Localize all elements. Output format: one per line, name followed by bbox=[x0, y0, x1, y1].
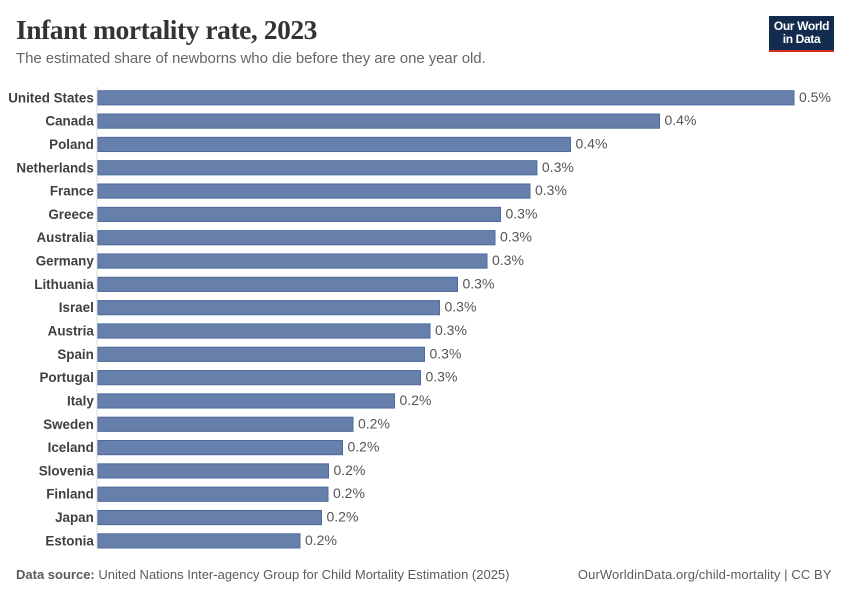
svg-text:Lithuania: Lithuania bbox=[34, 277, 94, 292]
svg-text:Greece: Greece bbox=[48, 207, 93, 222]
svg-text:0.2%: 0.2% bbox=[305, 532, 337, 548]
svg-text:0.2%: 0.2% bbox=[333, 485, 365, 501]
svg-text:Australia: Australia bbox=[36, 230, 94, 245]
svg-text:France: France bbox=[50, 184, 94, 199]
svg-text:0.4%: 0.4% bbox=[576, 135, 608, 151]
svg-text:0.2%: 0.2% bbox=[348, 439, 380, 455]
svg-text:Germany: Germany bbox=[36, 254, 95, 269]
svg-text:Netherlands: Netherlands bbox=[16, 160, 93, 175]
svg-text:0.2%: 0.2% bbox=[400, 392, 432, 408]
svg-text:Iceland: Iceland bbox=[48, 440, 94, 455]
svg-text:Israel: Israel bbox=[59, 300, 94, 315]
svg-text:0.3%: 0.3% bbox=[463, 275, 495, 291]
svg-text:Japan: Japan bbox=[55, 510, 94, 525]
svg-text:Portugal: Portugal bbox=[39, 370, 93, 385]
svg-text:Spain: Spain bbox=[57, 347, 93, 362]
svg-text:0.3%: 0.3% bbox=[445, 299, 477, 315]
svg-text:Italy: Italy bbox=[67, 393, 94, 408]
svg-text:Austria: Austria bbox=[48, 324, 95, 339]
svg-text:0.3%: 0.3% bbox=[500, 229, 532, 245]
svg-text:0.3%: 0.3% bbox=[542, 159, 574, 175]
svg-text:0.3%: 0.3% bbox=[430, 345, 462, 361]
svg-text:Sweden: Sweden bbox=[43, 417, 94, 432]
svg-text:Canada: Canada bbox=[45, 114, 94, 129]
svg-text:0.5%: 0.5% bbox=[799, 89, 831, 105]
svg-text:0.2%: 0.2% bbox=[334, 462, 366, 478]
svg-text:Estonia: Estonia bbox=[45, 533, 94, 548]
svg-text:0.2%: 0.2% bbox=[358, 415, 390, 431]
svg-text:0.3%: 0.3% bbox=[492, 252, 524, 268]
svg-text:0.3%: 0.3% bbox=[506, 205, 538, 221]
svg-text:Finland: Finland bbox=[46, 487, 94, 502]
svg-text:0.3%: 0.3% bbox=[535, 182, 567, 198]
svg-text:0.2%: 0.2% bbox=[327, 509, 359, 525]
svg-text:Slovenia: Slovenia bbox=[39, 463, 95, 478]
svg-text:Poland: Poland bbox=[49, 137, 94, 152]
svg-text:United States: United States bbox=[8, 90, 94, 105]
svg-text:0.3%: 0.3% bbox=[426, 369, 458, 385]
svg-text:0.3%: 0.3% bbox=[435, 322, 467, 338]
svg-text:0.4%: 0.4% bbox=[665, 112, 697, 128]
